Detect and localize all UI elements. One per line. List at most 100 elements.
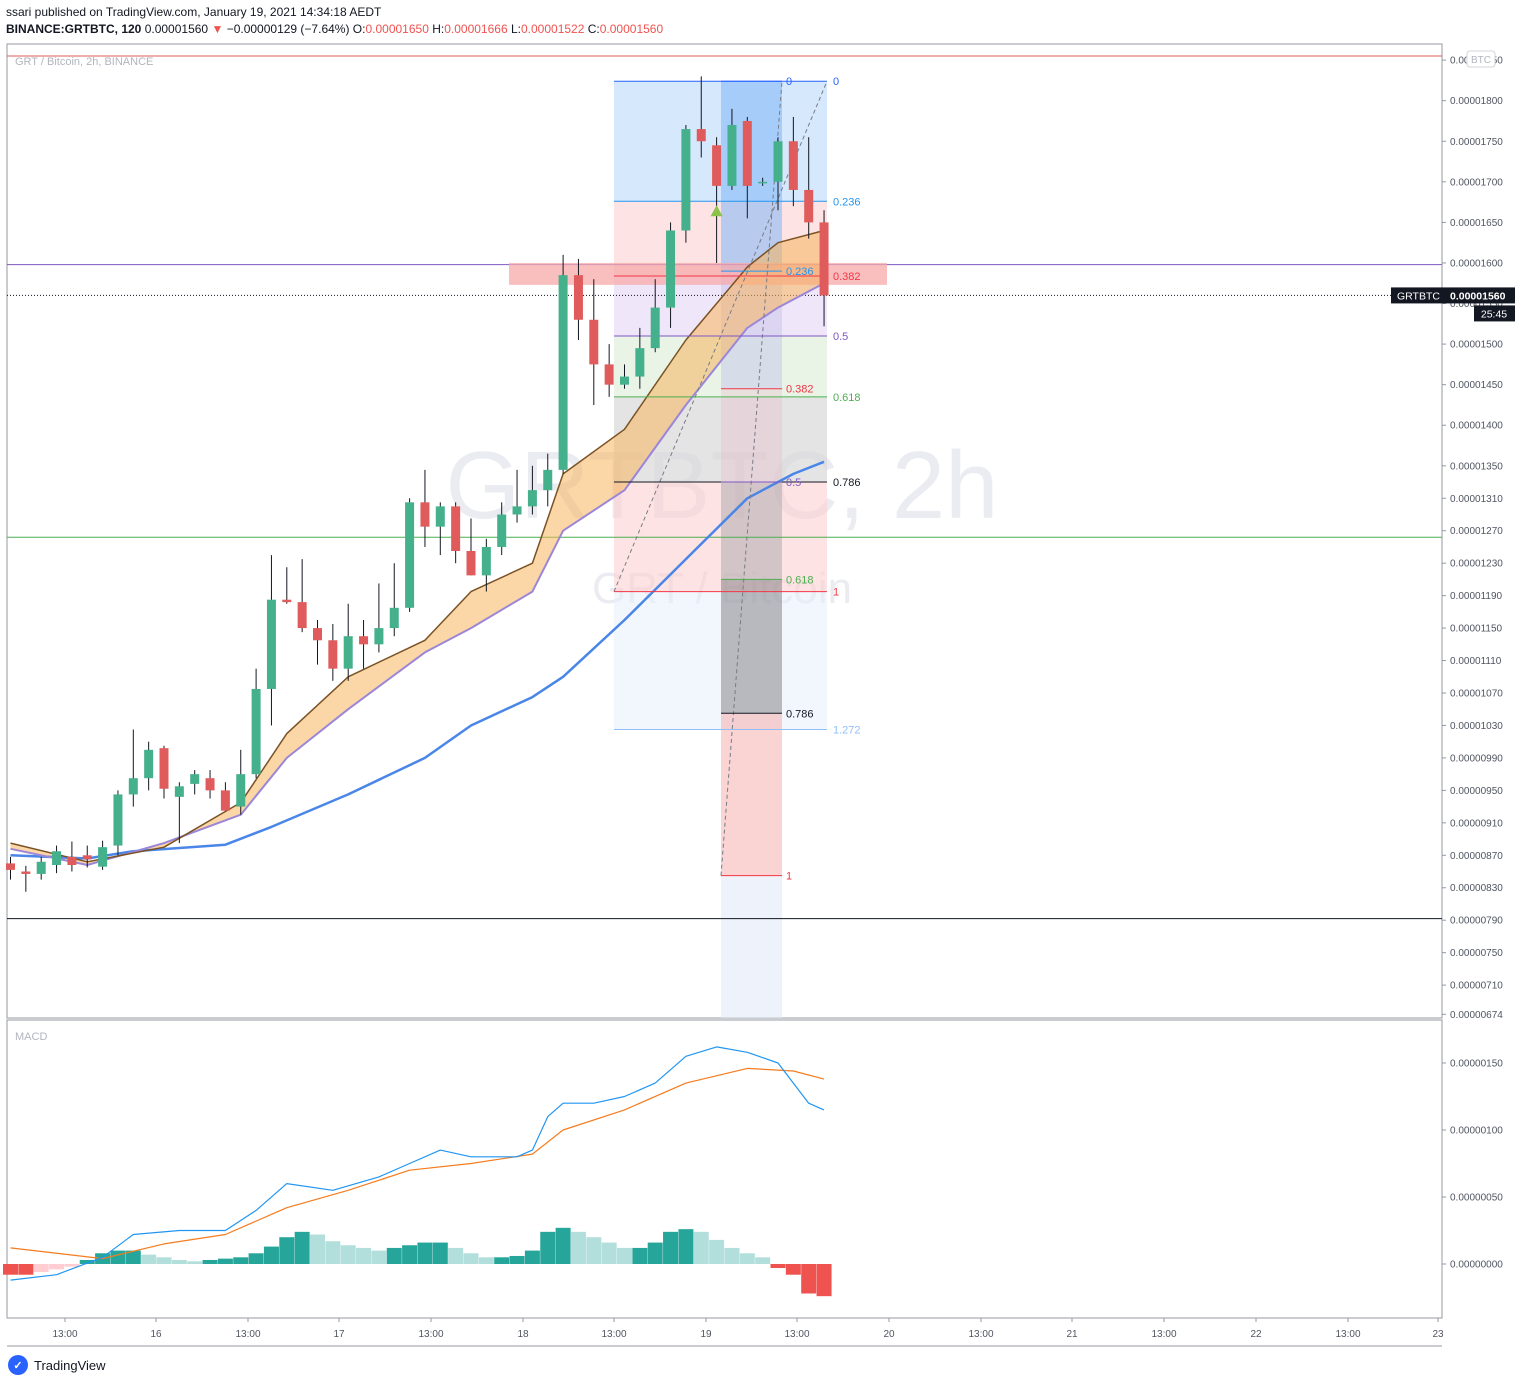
candle-body[interactable] <box>144 749 154 779</box>
candle-body[interactable] <box>159 748 169 789</box>
close-value: 0.00001560 <box>599 22 664 36</box>
candle-body[interactable] <box>558 275 568 470</box>
candle-body[interactable] <box>113 794 123 846</box>
fib-b-level-label: 0.5 <box>786 477 801 489</box>
fib-b-extension-zone <box>721 875 782 1018</box>
candle-body[interactable] <box>635 348 645 377</box>
candle-body[interactable] <box>6 863 15 870</box>
candle-body[interactable] <box>819 222 829 296</box>
candle-body[interactable] <box>527 490 537 507</box>
candle-body[interactable] <box>36 861 46 874</box>
candle-body[interactable] <box>681 129 691 231</box>
candle-body[interactable] <box>804 189 814 223</box>
candle-body[interactable] <box>497 514 507 547</box>
x-tick-label: 13:00 <box>1151 1329 1176 1340</box>
open-label: O: <box>352 22 366 36</box>
fib-b-level-label: 0.382 <box>786 384 814 396</box>
candle-body[interactable] <box>328 640 338 669</box>
candle-body[interactable] <box>742 120 752 186</box>
macd-histogram-bar <box>663 1231 679 1264</box>
candle-body[interactable] <box>374 628 384 645</box>
candle-body[interactable] <box>696 129 706 142</box>
candle-body[interactable] <box>758 181 768 184</box>
candle-body[interactable] <box>190 774 200 784</box>
symbol-label[interactable]: BINANCE:GRTBTC, 120 <box>6 22 142 36</box>
candle-body[interactable] <box>251 688 261 775</box>
macd-histogram-bar <box>478 1257 494 1264</box>
macd-histogram-bar <box>432 1242 448 1264</box>
candle-body[interactable] <box>405 502 415 608</box>
candle-body[interactable] <box>712 145 722 186</box>
fib-a-level-label: 1.272 <box>833 725 861 737</box>
macd-histogram-bar <box>417 1242 433 1264</box>
y-tick-label: 0.00001800 <box>1450 96 1503 107</box>
fib-b-zone <box>721 482 782 580</box>
candle-body[interactable] <box>174 786 184 797</box>
macd-histogram-bar <box>540 1231 556 1264</box>
candle-body[interactable] <box>52 851 62 866</box>
candle-body[interactable] <box>21 871 31 874</box>
macd-histogram-bar <box>125 1250 141 1264</box>
candle-body[interactable] <box>420 502 430 527</box>
candle-body[interactable] <box>650 307 660 349</box>
candle-body[interactable] <box>67 856 77 866</box>
candle-body[interactable] <box>359 636 369 645</box>
macd-histogram-bar <box>801 1264 817 1294</box>
y-tick-label: 0.00001190 <box>1450 591 1503 602</box>
close-label: C: <box>587 22 600 36</box>
fib-b-level-label: 1 <box>786 871 792 883</box>
y-tick-label: 0.00000870 <box>1450 851 1503 862</box>
macd-histogram-bar <box>448 1247 464 1264</box>
candle-body[interactable] <box>205 778 215 791</box>
last-price: 0.00001560 <box>144 22 209 36</box>
candle-body[interactable] <box>727 125 737 186</box>
candle-body[interactable] <box>451 506 461 552</box>
candle-body[interactable] <box>589 319 599 365</box>
candle-body[interactable] <box>220 790 230 811</box>
brand-name: TradingView <box>34 1357 106 1373</box>
fib-b-zone <box>721 388 782 483</box>
x-tick-label: 13:00 <box>235 1329 260 1340</box>
macd-histogram-bar <box>724 1247 740 1264</box>
macd-y-tick-label: 0.00000100 <box>1450 1126 1503 1137</box>
macd-histogram-bar <box>310 1234 325 1264</box>
candle-body[interactable] <box>604 364 614 385</box>
macd-histogram-bar <box>632 1247 648 1264</box>
candle-body[interactable] <box>435 506 445 527</box>
candle-body[interactable] <box>82 855 92 860</box>
x-tick-label: 13:00 <box>52 1329 77 1340</box>
price-tag-value: 0.00001560 <box>1450 290 1506 302</box>
fib-a-level-label: 0.5 <box>833 331 848 343</box>
y-tick-label: 0.00000674 <box>1450 1010 1503 1021</box>
brand-footer[interactable]: ✓ TradingView <box>8 1355 106 1375</box>
candle-body[interactable] <box>282 599 292 603</box>
candle-body[interactable] <box>266 599 276 689</box>
candle-body[interactable] <box>788 141 798 190</box>
macd-y-tick-label: 0.00000050 <box>1450 1193 1503 1204</box>
candle-body[interactable] <box>512 506 522 515</box>
candle-body[interactable] <box>343 636 353 669</box>
candle-body[interactable] <box>481 546 491 576</box>
candle-body[interactable] <box>620 376 629 385</box>
candle-body[interactable] <box>313 628 322 641</box>
candle-body[interactable] <box>128 778 138 795</box>
y-tick-label: 0.00000750 <box>1450 948 1503 959</box>
candle-body[interactable] <box>666 230 676 308</box>
macd-histogram-bar <box>570 1231 586 1264</box>
macd-histogram-bar <box>263 1246 279 1264</box>
candle-body[interactable] <box>98 847 108 867</box>
candle-body[interactable] <box>389 607 399 629</box>
candle-body[interactable] <box>466 551 476 576</box>
candle-body[interactable] <box>573 275 583 320</box>
candle-body[interactable] <box>297 602 307 629</box>
y-tick-label: 0.00001450 <box>1450 380 1503 391</box>
change-arrow-icon: ▼ <box>211 22 224 36</box>
y-tick-label: 0.00001070 <box>1450 689 1503 700</box>
macd-histogram-bar <box>494 1257 510 1264</box>
candle-body[interactable] <box>773 141 783 182</box>
y-tick-label: 0.00001230 <box>1450 559 1503 570</box>
candle-body[interactable] <box>543 469 553 491</box>
currency-badge-label: BTC <box>1471 55 1491 66</box>
candle-body[interactable] <box>236 774 246 807</box>
